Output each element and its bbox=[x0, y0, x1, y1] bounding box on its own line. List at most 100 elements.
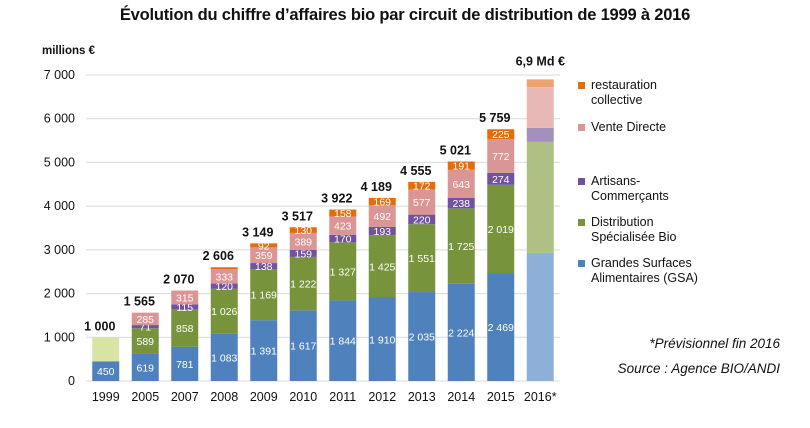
bar-segment bbox=[210, 267, 238, 270]
bar-segment bbox=[171, 290, 199, 305]
y-axis-label: millions € bbox=[42, 45, 96, 57]
x-tick-label: 2005 bbox=[131, 390, 159, 404]
total-label: 3 922 bbox=[321, 192, 352, 206]
bar-segment bbox=[408, 292, 436, 381]
bar-segment bbox=[329, 242, 357, 301]
data-label: 238 bbox=[452, 198, 470, 210]
bar-segment bbox=[210, 283, 238, 289]
legend-swatch bbox=[578, 260, 585, 267]
data-label: 2 224 bbox=[448, 327, 474, 339]
y-tick-label: 1 000 bbox=[44, 330, 75, 344]
total-label: 3 149 bbox=[242, 225, 273, 239]
data-label: 1 844 bbox=[330, 336, 356, 348]
bar-segment bbox=[250, 243, 278, 248]
data-label: 333 bbox=[215, 271, 233, 283]
legend-swatch bbox=[578, 178, 585, 185]
bar-segment bbox=[289, 310, 317, 381]
x-tick-label: 2011 bbox=[329, 390, 356, 404]
data-label: 619 bbox=[136, 362, 154, 374]
total-label: 1 000 bbox=[84, 319, 115, 333]
data-label: 159 bbox=[294, 248, 312, 260]
data-label: 492 bbox=[373, 211, 391, 223]
bar-segment bbox=[210, 288, 238, 334]
bar-segment bbox=[447, 161, 475, 170]
data-label: 158 bbox=[334, 208, 352, 220]
bar-segment bbox=[368, 226, 396, 236]
total-label: 1 565 bbox=[124, 295, 155, 309]
y-tick-label: 3 000 bbox=[44, 243, 75, 257]
bar-segment bbox=[526, 87, 554, 128]
bar-segment bbox=[447, 197, 475, 209]
legend-item-vente-directe: Vente Directe bbox=[578, 120, 711, 135]
bar-segment bbox=[131, 328, 159, 354]
total-label: 5 021 bbox=[440, 144, 471, 158]
data-label: 772 bbox=[492, 151, 510, 163]
data-label: 2 035 bbox=[409, 332, 435, 344]
x-tick-label: 2015 bbox=[487, 390, 515, 404]
bar-segment bbox=[329, 209, 357, 217]
data-label: 589 bbox=[136, 336, 154, 348]
bar-segment bbox=[250, 269, 278, 321]
bar-segment bbox=[526, 252, 554, 381]
bar-segment bbox=[526, 141, 554, 253]
data-label: 1 551 bbox=[409, 253, 435, 265]
bar-segment bbox=[289, 232, 317, 250]
bar-segment bbox=[526, 79, 554, 88]
total-label: 4 189 bbox=[361, 180, 392, 194]
legend-item-artisans: Artisans- Commerçants bbox=[578, 174, 711, 204]
legend-swatch bbox=[578, 124, 585, 131]
x-tick-label: 2013 bbox=[408, 390, 436, 404]
data-label: 1 425 bbox=[369, 261, 395, 273]
y-axis: 0 1 000 2 000 3 000 4 000 5 000 6 000 7 000 bbox=[44, 68, 75, 388]
bar-segment bbox=[131, 325, 159, 329]
bar-segment bbox=[329, 216, 357, 235]
bar-segment bbox=[210, 333, 238, 381]
data-label: 2 469 bbox=[488, 322, 514, 334]
forecast-note: *Prévisionnel fin 2016 bbox=[649, 336, 780, 351]
bar-segment bbox=[526, 127, 554, 142]
total-label: 3 517 bbox=[282, 209, 313, 223]
data-label: 2 019 bbox=[488, 224, 514, 236]
data-label: 1 910 bbox=[369, 334, 395, 346]
data-label: 193 bbox=[373, 226, 391, 238]
data-label: 1 222 bbox=[290, 279, 316, 291]
data-label: 92 bbox=[258, 240, 270, 252]
x-tick-label: 2014 bbox=[447, 390, 475, 404]
bar-segment-unsplit bbox=[92, 337, 120, 362]
source-note: Source : Agence BIO/ANDI bbox=[617, 361, 780, 376]
data-label: 130 bbox=[294, 225, 312, 237]
legend-label: Distribution Spécialisée Bio bbox=[591, 215, 677, 244]
bar-segment bbox=[368, 297, 396, 381]
legend-swatch bbox=[578, 219, 585, 226]
legend-item-distribution-specialisee: Distribution Spécialisée Bio bbox=[578, 215, 711, 245]
data-label: 138 bbox=[255, 261, 273, 273]
x-tick-label: 2016* bbox=[524, 390, 557, 404]
bar-segment bbox=[408, 181, 436, 190]
bar-segment bbox=[171, 309, 199, 347]
bar-segment bbox=[487, 139, 515, 173]
bar-segment bbox=[487, 273, 515, 381]
bar-segment bbox=[289, 249, 317, 257]
bar-segment bbox=[487, 129, 515, 140]
total-label: 4 555 bbox=[400, 164, 431, 178]
data-label: 169 bbox=[373, 197, 391, 209]
bar-segment bbox=[250, 247, 278, 264]
x-tick-label: 2007 bbox=[171, 390, 199, 404]
data-label: 1 083 bbox=[211, 352, 237, 364]
y-tick-label: 0 bbox=[68, 374, 75, 388]
data-label: 1 026 bbox=[211, 306, 237, 318]
x-tick-label: 2010 bbox=[289, 390, 317, 404]
bar-segment bbox=[250, 263, 278, 270]
total-label: 2 606 bbox=[203, 249, 234, 263]
x-tick-label: 1999 bbox=[92, 390, 120, 404]
bar-segment bbox=[250, 320, 278, 381]
gridlines bbox=[86, 74, 560, 382]
data-label: 170 bbox=[334, 234, 352, 246]
bar-segment bbox=[289, 227, 317, 233]
bar-segment bbox=[92, 361, 120, 381]
data-label: 71 bbox=[139, 322, 151, 334]
bar-segment bbox=[447, 169, 475, 198]
x-tick-label: 2009 bbox=[250, 390, 278, 404]
data-label: 285 bbox=[136, 314, 154, 326]
bar-segment bbox=[408, 214, 436, 225]
